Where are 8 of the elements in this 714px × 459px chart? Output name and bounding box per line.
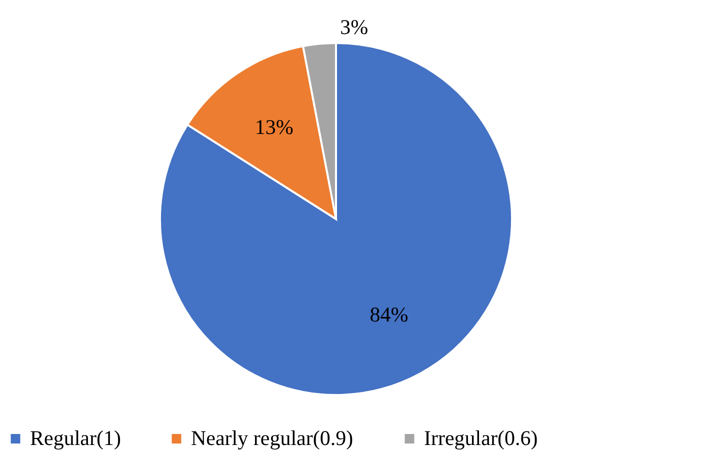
legend-label: Nearly regular(0.9) bbox=[191, 426, 354, 450]
data-label: 13% bbox=[254, 115, 294, 140]
pie-slice bbox=[186, 45, 337, 220]
data-label: 84% bbox=[370, 302, 408, 326]
pie-slice bbox=[159, 42, 513, 396]
legend-label: Regular(1) bbox=[30, 426, 121, 450]
legend-label: Irregular(0.6) bbox=[424, 426, 538, 450]
data-label: 3% bbox=[340, 14, 368, 39]
